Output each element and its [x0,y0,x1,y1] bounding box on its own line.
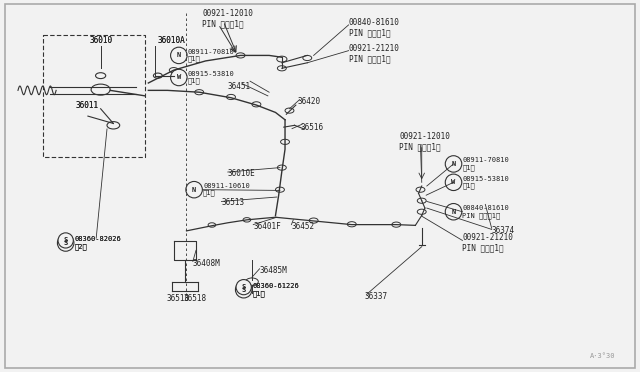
Text: S: S [241,287,246,293]
Text: 36011: 36011 [76,100,99,110]
Text: 00921-12010
PIN ピン（1）: 00921-12010 PIN ピン（1） [202,9,253,28]
Text: 08911-70810
（1）: 08911-70810 （1） [463,157,509,171]
Text: S: S [241,284,246,290]
Text: W: W [451,179,456,185]
Text: 36011: 36011 [76,100,99,110]
Text: 00921-21210
PIN ピン（1）: 00921-21210 PIN ピン（1） [463,233,513,253]
Text: A·3°30: A·3°30 [590,353,616,359]
Text: N: N [192,187,196,193]
Ellipse shape [171,47,187,64]
Ellipse shape [445,174,462,190]
Text: 08911-70810
（1）: 08911-70810 （1） [188,49,234,62]
Text: N: N [451,161,456,167]
Text: 36452: 36452 [291,222,314,231]
Text: W: W [177,74,181,80]
Text: 36513: 36513 [221,198,244,207]
Text: 00840-81610
PIN ピン（1）: 00840-81610 PIN ピン（1） [463,205,509,219]
Text: 08915-53810
（1）: 08915-53810 （1） [463,176,509,189]
Text: 08360-82026
（2）: 08360-82026 （2） [75,236,122,250]
Ellipse shape [58,235,74,251]
Text: 08915-53810
（1）: 08915-53810 （1） [188,71,234,84]
Text: 00840-81610
PIN ピン（1）: 00840-81610 PIN ピン（1） [349,18,399,38]
Text: 36010: 36010 [89,36,112,45]
Text: 00921-21210
PIN ピン（1）: 00921-21210 PIN ピン（1） [349,44,399,63]
Ellipse shape [236,282,252,298]
Text: 36451: 36451 [228,82,251,91]
Text: 36518: 36518 [166,294,189,303]
Text: S: S [63,237,68,243]
Ellipse shape [445,156,462,172]
Ellipse shape [445,203,462,220]
Ellipse shape [236,280,252,295]
Text: 08360-82026
（2）: 08360-82026 （2） [75,236,122,250]
Text: N: N [177,52,181,58]
Text: 36518: 36518 [183,294,207,303]
Text: 36010E: 36010E [228,169,255,177]
Text: 36408M: 36408M [193,259,221,268]
Ellipse shape [58,233,74,248]
Text: 08911-10610
（1）: 08911-10610 （1） [203,183,250,196]
Text: 36337: 36337 [365,292,388,301]
Text: 00921-12010
PIN ピン（1）: 00921-12010 PIN ピン（1） [399,132,451,151]
Text: 08360-61226
（1）: 08360-61226 （1） [253,283,300,296]
Text: 36010A: 36010A [158,36,186,45]
Text: 36516: 36516 [301,123,324,132]
Text: 36374: 36374 [492,226,515,235]
Text: N: N [451,209,456,215]
Text: S: S [63,240,68,246]
Text: 36401F: 36401F [253,222,281,231]
Text: 36485M: 36485M [260,266,287,275]
Text: 08360-61226
（1）: 08360-61226 （1） [253,283,300,296]
Ellipse shape [171,69,187,86]
Text: 36420: 36420 [298,97,321,106]
Ellipse shape [186,182,202,198]
Text: 36010: 36010 [89,36,112,45]
Text: 36010A: 36010A [158,36,186,45]
